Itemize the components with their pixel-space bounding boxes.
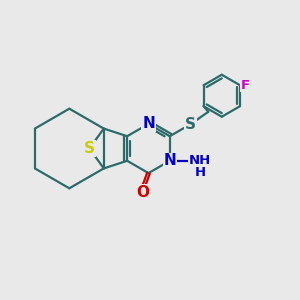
Text: N: N [164, 153, 176, 168]
Text: NH: NH [189, 154, 211, 167]
Text: S: S [84, 141, 95, 156]
Text: N: N [142, 116, 155, 131]
Text: O: O [136, 185, 149, 200]
Text: F: F [241, 79, 250, 92]
Text: H: H [195, 166, 206, 179]
Text: S: S [185, 117, 196, 132]
